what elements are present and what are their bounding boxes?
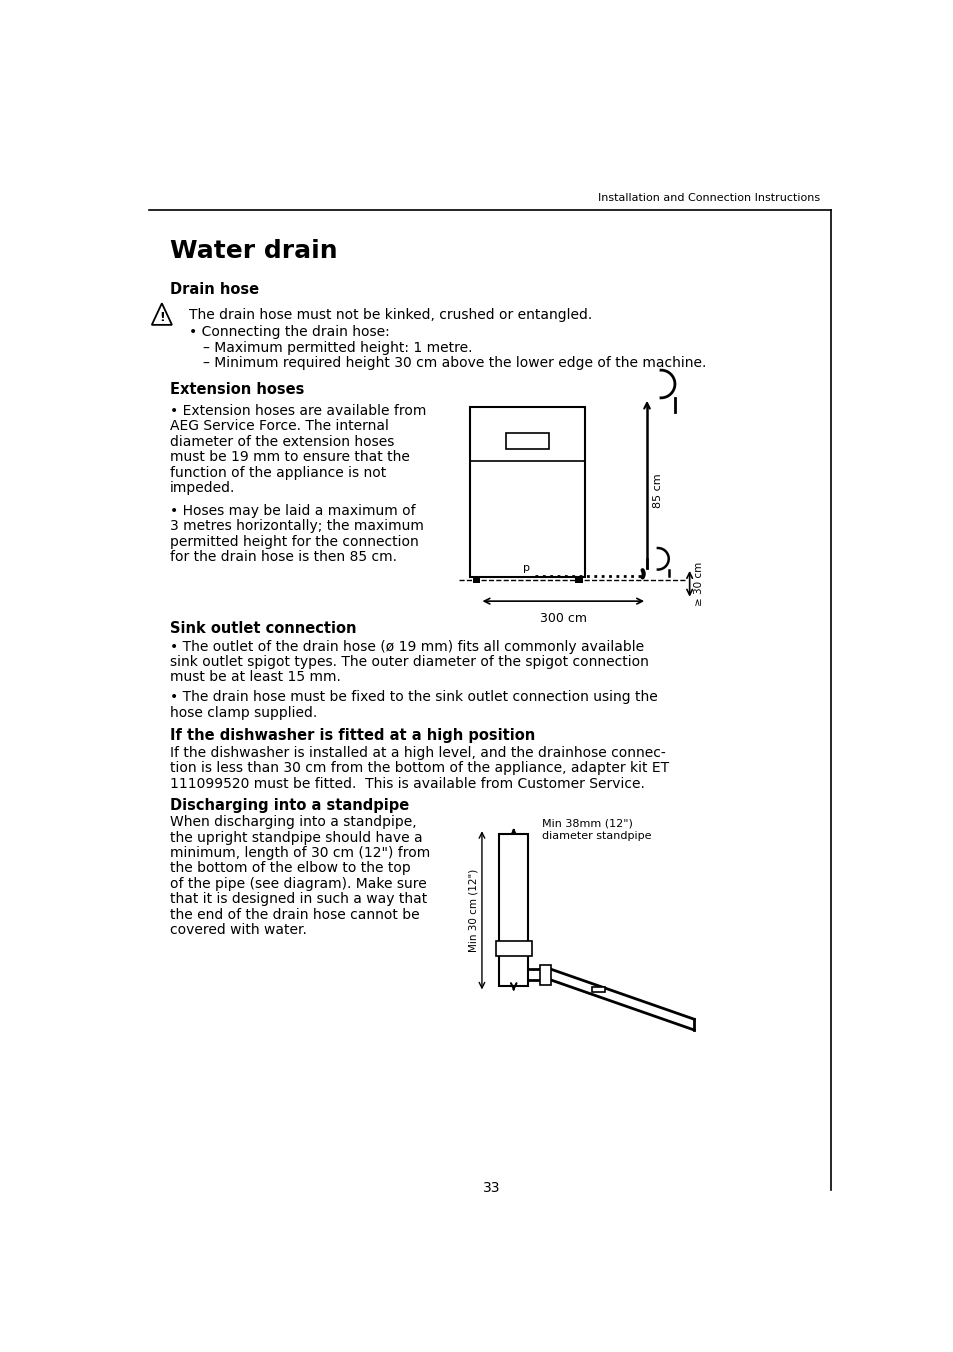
Text: • The outlet of the drain hose (ø 19 mm) fits all commonly available: • The outlet of the drain hose (ø 19 mm)… xyxy=(170,639,643,653)
Text: of the pipe (see diagram). Make sure: of the pipe (see diagram). Make sure xyxy=(170,876,426,891)
Text: the end of the drain hose cannot be: the end of the drain hose cannot be xyxy=(170,907,418,922)
Text: ≥ 30 cm: ≥ 30 cm xyxy=(693,561,702,606)
Text: Min 38mm (12"): Min 38mm (12") xyxy=(542,819,633,829)
Text: must be at least 15 mm.: must be at least 15 mm. xyxy=(170,671,340,684)
Text: The drain hose must not be kinked, crushed or entangled.: The drain hose must not be kinked, crush… xyxy=(189,308,592,322)
Bar xyxy=(539,964,550,984)
Bar xyxy=(575,576,582,583)
Text: • Extension hoses are available from: • Extension hoses are available from xyxy=(170,404,426,418)
Text: If the dishwasher is fitted at a high position: If the dishwasher is fitted at a high po… xyxy=(170,729,535,744)
Bar xyxy=(496,941,531,956)
Text: • The drain hose must be fixed to the sink outlet connection using the: • The drain hose must be fixed to the si… xyxy=(170,691,657,704)
Text: • Hoses may be laid a maximum of: • Hoses may be laid a maximum of xyxy=(170,504,415,518)
Text: tion is less than 30 cm from the bottom of the appliance, adapter kit ET: tion is less than 30 cm from the bottom … xyxy=(170,761,668,775)
Text: Installation and Connection Instructions: Installation and Connection Instructions xyxy=(598,193,820,203)
Text: function of the appliance is not: function of the appliance is not xyxy=(170,465,385,480)
Text: permitted height for the connection: permitted height for the connection xyxy=(170,535,418,549)
Text: the bottom of the elbow to the top: the bottom of the elbow to the top xyxy=(170,861,410,875)
Text: AEG Service Force. The internal: AEG Service Force. The internal xyxy=(170,419,388,434)
Text: – Minimum required height 30 cm above the lower edge of the machine.: – Minimum required height 30 cm above th… xyxy=(203,356,705,370)
Bar xyxy=(592,987,604,992)
Text: 85 cm: 85 cm xyxy=(653,473,662,508)
Text: for the drain hose is then 85 cm.: for the drain hose is then 85 cm. xyxy=(170,550,396,564)
Text: p: p xyxy=(522,562,529,573)
Text: must be 19 mm to ensure that the: must be 19 mm to ensure that the xyxy=(170,450,409,464)
Text: 300 cm: 300 cm xyxy=(539,612,586,625)
Text: If the dishwasher is installed at a high level, and the drainhose connec-: If the dishwasher is installed at a high… xyxy=(170,746,664,760)
Bar xyxy=(472,576,480,583)
Bar xyxy=(470,407,584,576)
Text: the upright standpipe should have a: the upright standpipe should have a xyxy=(170,830,422,845)
Bar xyxy=(506,433,548,449)
Text: 33: 33 xyxy=(482,1180,499,1195)
Text: impeded.: impeded. xyxy=(170,481,234,495)
Text: When discharging into a standpipe,: When discharging into a standpipe, xyxy=(170,815,416,829)
Text: 3 metres horizontally; the maximum: 3 metres horizontally; the maximum xyxy=(170,519,423,534)
Text: Extension hoses: Extension hoses xyxy=(170,381,304,397)
Text: diameter of the extension hoses: diameter of the extension hoses xyxy=(170,435,394,449)
Text: Sink outlet connection: Sink outlet connection xyxy=(170,621,355,635)
Text: covered with water.: covered with water. xyxy=(170,923,306,937)
Bar xyxy=(498,834,528,986)
Text: that it is designed in such a way that: that it is designed in such a way that xyxy=(170,892,426,906)
Text: Water drain: Water drain xyxy=(170,239,337,262)
Text: minimum, length of 30 cm (12") from: minimum, length of 30 cm (12") from xyxy=(170,846,430,860)
Text: Discharging into a standpipe: Discharging into a standpipe xyxy=(170,798,409,813)
Text: – Maximum permitted height: 1 metre.: – Maximum permitted height: 1 metre. xyxy=(203,341,472,354)
Text: Drain hose: Drain hose xyxy=(170,281,258,297)
Text: !: ! xyxy=(159,311,165,324)
Text: hose clamp supplied.: hose clamp supplied. xyxy=(170,706,316,719)
Text: 111099520 must be fitted.  This is available from Customer Service.: 111099520 must be fitted. This is availa… xyxy=(170,776,644,791)
Text: • Connecting the drain hose:: • Connecting the drain hose: xyxy=(189,324,390,338)
Text: Min 30 cm (12"): Min 30 cm (12") xyxy=(468,869,478,952)
Text: diameter standpipe: diameter standpipe xyxy=(542,831,651,841)
Text: sink outlet spigot types. The outer diameter of the spigot connection: sink outlet spigot types. The outer diam… xyxy=(170,654,648,669)
